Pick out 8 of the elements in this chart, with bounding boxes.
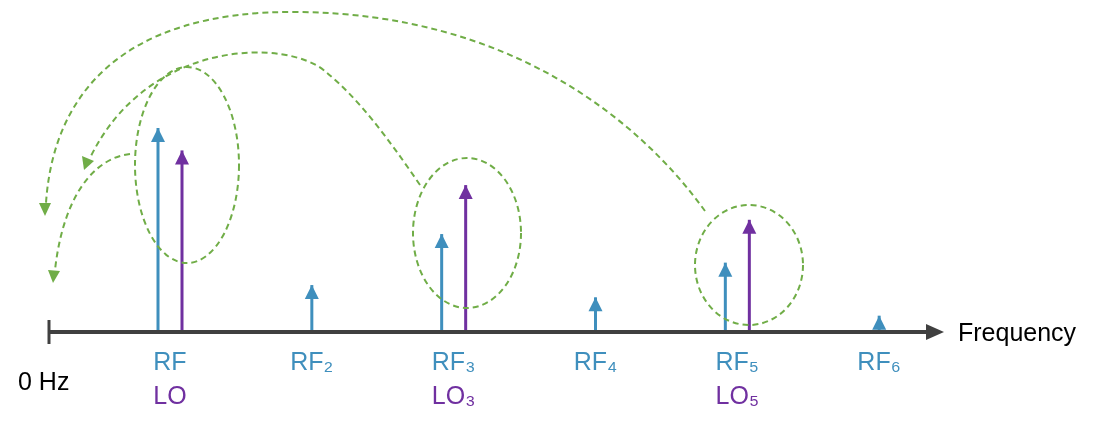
x-tick-label: RF₅ LO₅	[715, 347, 759, 409]
x-tick-label: RF LO	[153, 347, 187, 409]
text: 0 Hz	[18, 367, 70, 395]
x-axis-title: Frequency	[958, 318, 1077, 346]
x-tick-label: RF₆	[857, 347, 901, 375]
x-tick-label: RF₄	[573, 347, 618, 375]
x-tick-label: RF₃ LO₃	[431, 347, 476, 409]
x-tick-label: RF₂	[290, 347, 334, 375]
